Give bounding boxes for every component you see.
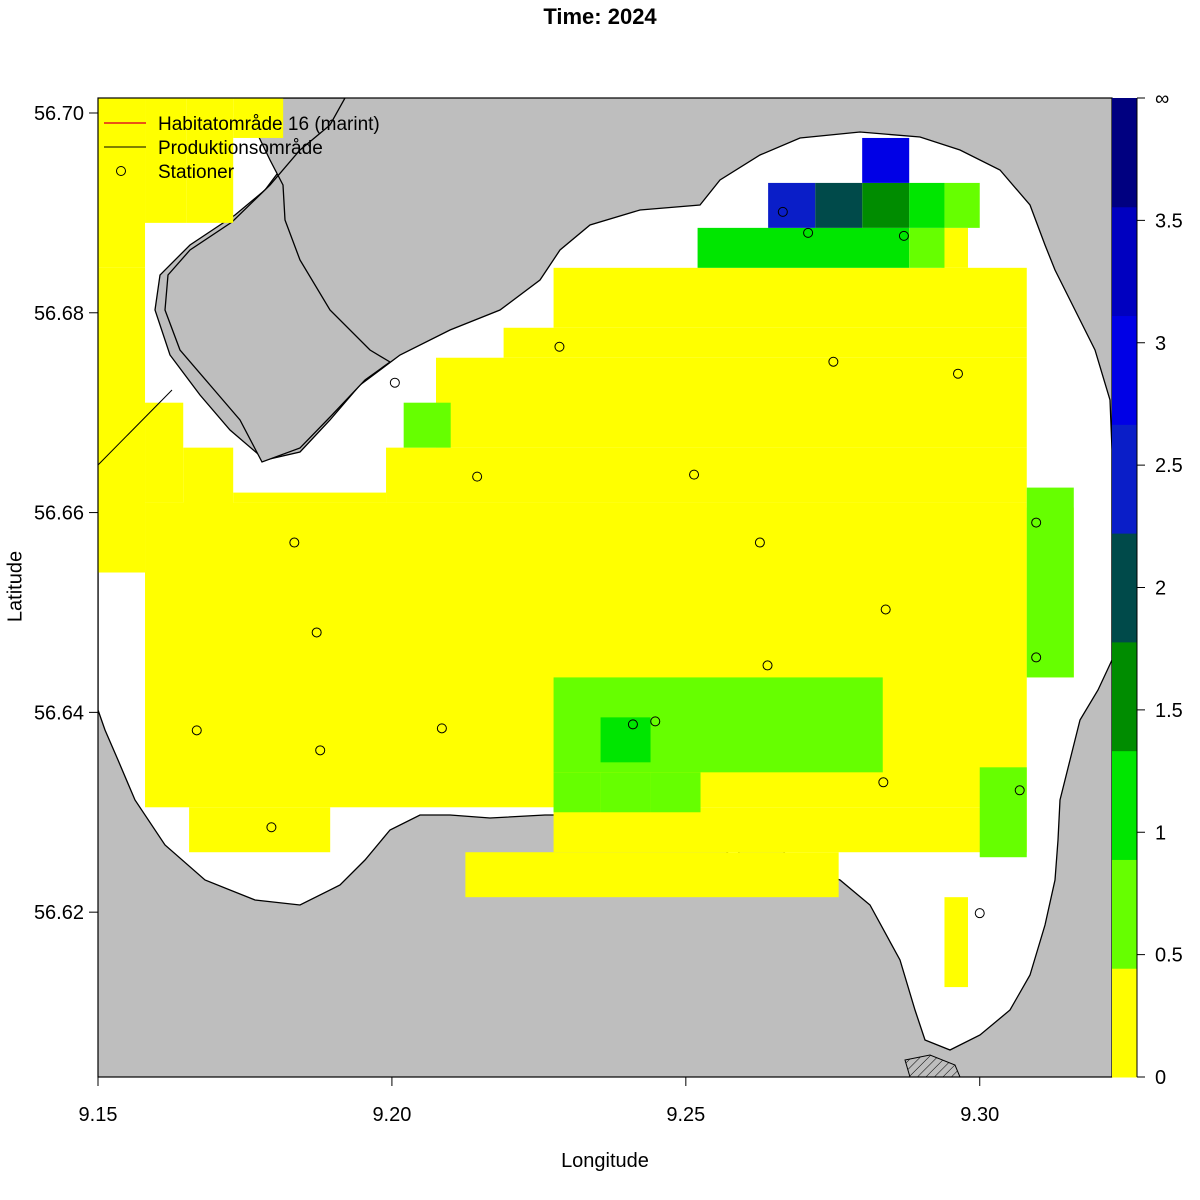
legend-station-marker	[116, 166, 126, 176]
y-axis-label: Latitude	[4, 550, 27, 623]
station-marker	[898, 230, 909, 241]
legend-production-label: Produktionsområde	[158, 138, 323, 159]
station-marker	[952, 368, 963, 379]
y-axis: 56.62 56.64 56.66 56.68 56.70	[34, 103, 98, 924]
heatmap-cell	[909, 182, 945, 228]
heatmap-cell	[944, 182, 980, 228]
station-marker	[1031, 517, 1042, 528]
heatmap-cell	[465, 852, 839, 898]
heatmap-cell	[941, 227, 968, 268]
colorbar-label: 3	[1155, 333, 1166, 355]
station-marker	[650, 716, 661, 727]
colorbar-segment	[1112, 533, 1137, 643]
y-tick-label: 56.70	[34, 103, 84, 125]
colorbar-label: ∞	[1155, 88, 1169, 110]
production-area-line	[98, 389, 173, 466]
station-marker	[191, 725, 202, 736]
station-marker	[436, 723, 447, 734]
colorbar-segment	[1112, 424, 1137, 534]
heatmap-cell	[862, 137, 910, 183]
y-tick-label: 56.68	[34, 303, 84, 325]
colorbar-label: 1	[1155, 822, 1166, 844]
station-marker	[389, 377, 400, 388]
heatmap-cell	[979, 767, 1027, 858]
map-title: Time: 2024	[543, 4, 657, 29]
x-tick-label: 9.30	[960, 1104, 999, 1126]
colorbar-label: 2	[1155, 578, 1166, 600]
colorbar-label: 2.5	[1155, 455, 1183, 477]
legend-station-label: Stationer	[158, 162, 235, 183]
y-tick-label: 56.64	[34, 702, 84, 724]
colorbar-segment	[1112, 315, 1137, 425]
station-marker	[472, 471, 483, 482]
station-marker	[828, 356, 839, 367]
station-marker	[974, 908, 985, 919]
heatmap-cell	[600, 717, 651, 763]
heatmap-cell	[403, 402, 451, 448]
station-marker	[777, 206, 788, 217]
heatmap-cell	[145, 98, 187, 223]
colorbar-segment	[1112, 641, 1137, 752]
y-tick-label: 56.66	[34, 503, 84, 525]
colorbar-label: 3.5	[1155, 210, 1183, 232]
heatmap-cell	[386, 447, 1027, 503]
heatmap-cell	[1026, 487, 1074, 678]
heatmap-cell	[768, 182, 816, 228]
station-marker	[762, 660, 773, 671]
station-marker	[311, 627, 322, 638]
colorbar-label: 0	[1155, 1067, 1166, 1089]
heatmap-cell	[909, 227, 945, 268]
heatmap-cell	[553, 772, 601, 813]
heatmap-cell	[189, 807, 331, 853]
stations-layer	[191, 206, 1042, 919]
x-tick-label: 9.20	[372, 1104, 411, 1126]
x-axis: 9.15 9.20 9.25 9.30	[79, 1077, 999, 1126]
heatmap-cell	[233, 98, 284, 138]
colorbar-label: 0.5	[1155, 945, 1183, 967]
x-tick-label: 9.15	[79, 1104, 118, 1126]
heatmap-cell	[233, 492, 387, 503]
heatmap-cell	[98, 98, 146, 268]
station-marker	[803, 227, 814, 238]
legend-habitat-label: Habitatområde 16 (marint)	[158, 114, 380, 135]
station-marker	[554, 341, 565, 352]
station-marker	[689, 469, 700, 480]
x-tick-label: 9.25	[666, 1104, 705, 1126]
colorbar-segment	[1112, 750, 1137, 860]
colorbar: 0 0.5 1 1.5 2 2.5 3 3.5 ∞	[1112, 88, 1183, 1089]
heatmap-cell	[186, 98, 234, 223]
heatmap-cell	[600, 772, 651, 813]
station-marker	[878, 777, 889, 788]
heatmap-cell	[553, 807, 1027, 853]
station-marker	[315, 745, 326, 756]
heatmap-cell	[944, 897, 968, 988]
station-marker	[627, 719, 638, 730]
heatmap-cell	[436, 357, 1027, 448]
heatmap-cell	[145, 402, 184, 503]
station-marker	[266, 822, 277, 833]
station-marker	[289, 537, 300, 548]
y-tick-label: 56.62	[34, 902, 84, 924]
heatmap-cells	[98, 98, 1074, 988]
colorbar-segment	[1112, 98, 1137, 208]
station-marker	[1014, 785, 1025, 796]
heatmap-cell	[98, 267, 146, 573]
station-marker	[754, 537, 765, 548]
heatmap-cell	[503, 327, 1027, 358]
legend: Habitatområde 16 (marint) Produktionsomr…	[104, 114, 380, 183]
heatmap-cell	[650, 772, 701, 813]
station-marker	[1031, 652, 1042, 663]
heatmap-cell	[553, 267, 1027, 328]
island-land	[164, 98, 392, 463]
station-marker	[880, 604, 891, 615]
heatmap-cell	[815, 182, 863, 228]
colorbar-label: 1.5	[1155, 700, 1183, 722]
heatmap-cell	[862, 182, 910, 228]
colorbar-segment	[1112, 859, 1137, 969]
x-axis-label: Longitude	[561, 1150, 649, 1172]
harbour-hatch	[904, 1054, 961, 1077]
colorbar-segment	[1112, 206, 1137, 317]
colorbar-segment	[1112, 968, 1137, 1078]
